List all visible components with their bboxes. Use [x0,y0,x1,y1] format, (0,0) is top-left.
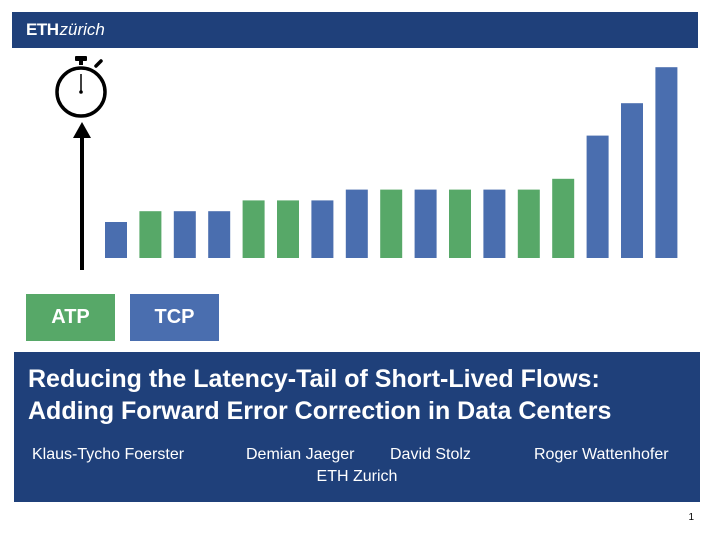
bar-tcp-7 [311,200,334,258]
author-3: David Stolz [390,446,471,463]
bar-tcp-3 [173,211,196,258]
logo-zurich-text: zürich [59,20,105,39]
bar-tcp-15 [586,135,609,258]
bar-tcp-12 [483,189,506,258]
title-line-1: Reducing the Latency-Tail of Short-Lived… [28,365,600,393]
title-line-2: Adding Forward Error Correction in Data … [28,397,612,425]
bar-tcp-8 [345,189,368,258]
page-number: 1 [688,512,694,523]
bar-atp-13 [517,189,540,258]
bar-tcp-1 [105,222,127,258]
bar-tcp-17 [655,67,678,258]
bar-atp-5 [242,200,265,258]
bar-tcp-4 [208,211,231,258]
up-arrow-icon [73,122,91,270]
bars-group [105,67,678,258]
affiliation: ETH Zurich [316,468,398,485]
bar-atp-14 [552,178,575,258]
author-4: Roger Wattenhofer [534,446,669,463]
author-1: Klaus-Tycho Foerster [32,446,185,463]
stopwatch-icon [55,56,107,118]
bar-atp-11 [449,189,471,258]
bar-atp-9 [380,189,403,258]
title-panel: Reducing the Latency-Tail of Short-Lived… [14,352,700,502]
author-2: Demian Jaeger [246,446,355,463]
legend-atp: ATP [26,294,115,341]
bar-tcp-16 [621,103,643,258]
header-bar: ETHzürich [12,12,698,48]
bar-atp-2 [139,211,162,258]
bar-atp-6 [277,200,299,258]
legend-tcp: TCP [130,294,219,341]
eth-logo: ETHzürich [26,20,105,40]
logo-eth-text: ETH [26,20,59,39]
bar-tcp-10 [414,189,437,258]
